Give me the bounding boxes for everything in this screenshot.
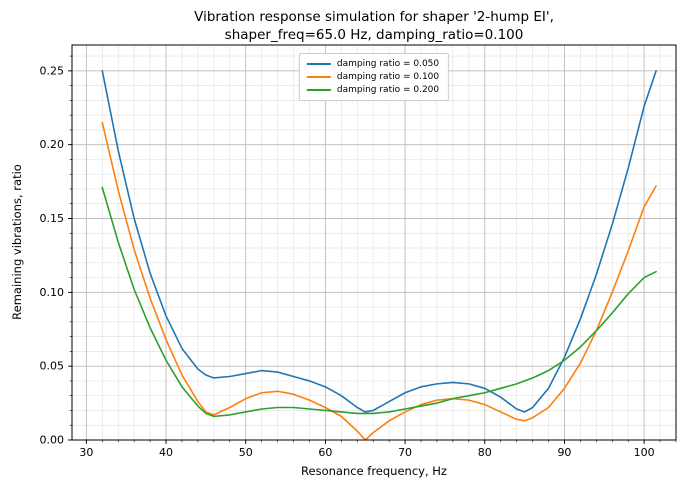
- x-tick-label: 100: [634, 446, 655, 459]
- tick-labels: 30 40 50 60 70 80 90 100 0.00 0.05 0.10 0.15 0.20 0.2…: [40, 64, 655, 459]
- series-line-0: [101, 70, 657, 413]
- x-tick-label: 30: [79, 446, 93, 459]
- legend-label: damping ratio = 0.050: [336, 59, 440, 69]
- y-tick-label: 0.15: [40, 212, 65, 225]
- legend-line-swatch: [306, 76, 331, 78]
- x-tick-label: 40: [159, 446, 173, 459]
- y-tick-label: 0.20: [40, 138, 65, 151]
- chart-title-line-2: shaper_freq=65.0 Hz, damping_ratio=0.100: [224, 27, 524, 44]
- y-tick-label: 0.05: [40, 360, 65, 373]
- y-tick-label: 0.25: [40, 64, 65, 77]
- legend-label: damping ratio = 0.100: [336, 72, 440, 82]
- tick-marks: [68, 55, 677, 444]
- x-axis-label: Resonance frequency, Hz: [301, 464, 447, 478]
- chart-title: Vibration response simulation for shaper…: [72, 8, 676, 44]
- legend-line-swatch: [306, 89, 331, 91]
- y-tick-label: 0.10: [40, 286, 65, 299]
- series-line-2: [101, 186, 657, 418]
- x-tick-label: 60: [318, 446, 332, 459]
- y-tick-label: 0.00: [40, 434, 65, 447]
- legend-item: damping ratio = 0.100: [306, 72, 440, 82]
- x-tick-label: 50: [239, 446, 253, 459]
- legend-line-swatch: [306, 63, 331, 65]
- series-line-1: [101, 121, 657, 441]
- x-tick-label: 90: [557, 446, 571, 459]
- legend-label: damping ratio = 0.200: [336, 85, 440, 95]
- axes-background: [72, 45, 676, 440]
- x-tick-label: 80: [478, 446, 492, 459]
- legend-item: damping ratio = 0.050: [306, 59, 440, 69]
- chart-title-line-1: Vibration response simulation for shaper…: [194, 9, 554, 25]
- legend: damping ratio = 0.050 damping ratio = 0.…: [298, 53, 450, 101]
- axes-frame: [71, 44, 677, 441]
- x-tick-label: 70: [398, 446, 412, 459]
- legend-item: damping ratio = 0.200: [306, 85, 440, 95]
